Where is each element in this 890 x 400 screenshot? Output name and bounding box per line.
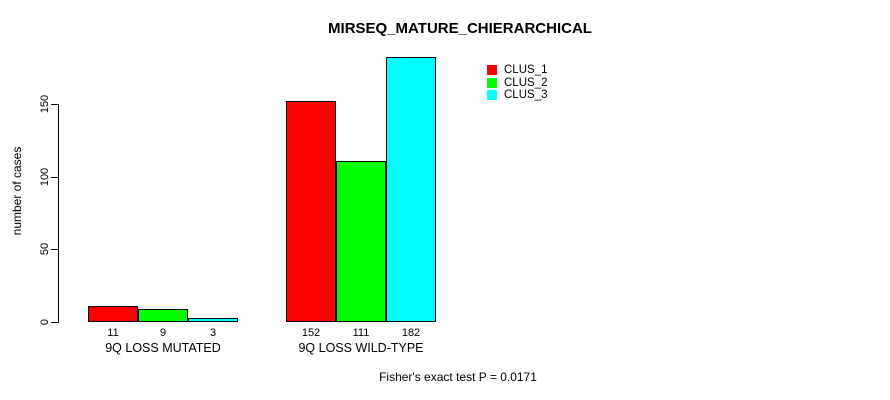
- y-tick-label-150: 150: [39, 94, 51, 114]
- bar-clus-1-9q-loss-mutated: [88, 306, 138, 322]
- legend-item-clus-3: CLUS_3: [487, 89, 547, 102]
- bar-value-clus-3-9q-loss-wild-type: 182: [401, 327, 421, 339]
- chart-title: MIRSEQ_MATURE_CHIERARCHICAL: [328, 20, 592, 37]
- y-tick-mark-50: [51, 249, 58, 250]
- legend-label-clus-2: CLUS_2: [504, 76, 548, 89]
- bar-clus-1-9q-loss-wild-type: [286, 101, 336, 322]
- bar-clus-2-9q-loss-mutated: [138, 309, 188, 322]
- bar-value-clus-1-9q-loss-wild-type: 152: [301, 327, 321, 339]
- bar-clus-3-9q-loss-mutated: [188, 318, 238, 322]
- y-axis-label: number of cases: [10, 146, 24, 236]
- annotation-text: Fisher's exact test P = 0.0171: [379, 370, 537, 384]
- bar-value-clus-3-9q-loss-mutated: 3: [209, 327, 217, 339]
- category-label-9q-loss-wild-type: 9Q LOSS WILD-TYPE: [298, 341, 424, 355]
- bar-value-clus-2-9q-loss-mutated: 9: [159, 327, 167, 339]
- bar-value-clus-2-9q-loss-wild-type: 111: [352, 327, 370, 339]
- category-label-9q-loss-mutated: 9Q LOSS MUTATED: [105, 341, 221, 355]
- bar-clus-3-9q-loss-wild-type: [386, 57, 436, 322]
- bar-value-clus-1-9q-loss-mutated: 11: [107, 327, 119, 339]
- y-tick-label-50: 50: [39, 242, 51, 256]
- y-axis-line: [58, 104, 59, 323]
- y-tick-mark-150: [51, 104, 58, 105]
- y-tick-label-0: 0: [39, 318, 51, 326]
- y-tick-mark-100: [51, 177, 58, 178]
- legend-item-clus-1: CLUS_1: [487, 64, 547, 77]
- legend-swatch-clus-2: [487, 77, 497, 88]
- legend: CLUS_1 CLUS_2 CLUS_3: [487, 64, 547, 102]
- legend-item-clus-2: CLUS_2: [487, 77, 547, 90]
- legend-swatch-clus-1: [487, 65, 497, 76]
- bar-clus-2-9q-loss-wild-type: [336, 161, 386, 322]
- legend-label-clus-3: CLUS_3: [504, 89, 548, 102]
- legend-swatch-clus-3: [487, 90, 497, 101]
- legend-label-clus-1: CLUS_1: [504, 64, 548, 77]
- y-tick-label-100: 100: [39, 167, 51, 187]
- y-tick-mark-0: [51, 322, 58, 323]
